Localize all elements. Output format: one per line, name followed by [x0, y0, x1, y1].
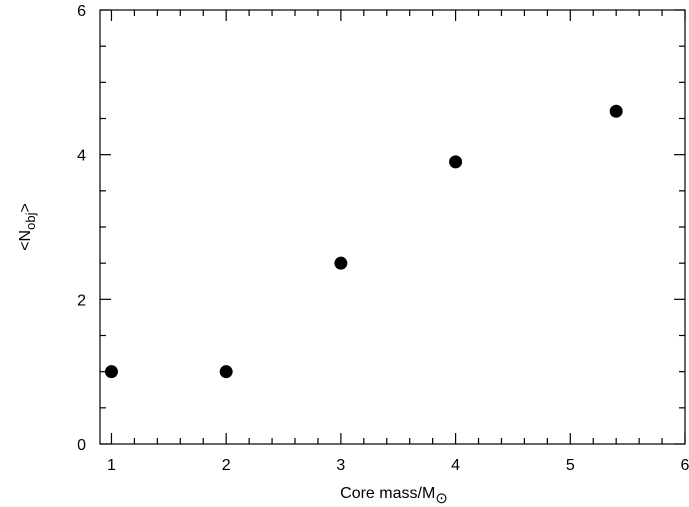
data-point — [609, 104, 623, 118]
x-axis-title-subscript: ⊙ — [435, 490, 448, 507]
x-tick-label: 3 — [336, 457, 345, 474]
x-tick-labels: 1 2 3 4 5 6 — [107, 457, 689, 474]
y-axis-title-prefix: <N — [17, 230, 34, 251]
x-tick-label: 6 — [681, 457, 689, 474]
y-axis-title-subscript: obj — [23, 212, 38, 229]
y-tick-label: 2 — [77, 292, 86, 309]
data-point — [449, 155, 463, 169]
x-axis-title: Core mass/M⊙ — [340, 485, 448, 507]
y-tick-label: 4 — [77, 148, 86, 165]
x-tick-label: 2 — [222, 457, 231, 474]
data-point — [219, 365, 233, 379]
x-axis-title-text: Core mass/M — [340, 485, 435, 502]
data-points — [104, 104, 623, 379]
axis-ticks — [100, 9, 686, 445]
y-axis-title: <Nobj> — [17, 203, 38, 251]
plot-frame — [99, 9, 686, 445]
data-point — [104, 365, 118, 379]
y-tick-label: 6 — [77, 3, 86, 20]
y-axis-title-suffix: > — [17, 203, 34, 212]
y-tick-label: 0 — [77, 437, 86, 454]
data-point — [334, 256, 348, 270]
x-tick-label: 1 — [107, 457, 116, 474]
y-tick-labels: 0 2 4 6 — [77, 3, 86, 454]
x-tick-label: 4 — [451, 457, 460, 474]
x-tick-label: 5 — [566, 457, 575, 474]
